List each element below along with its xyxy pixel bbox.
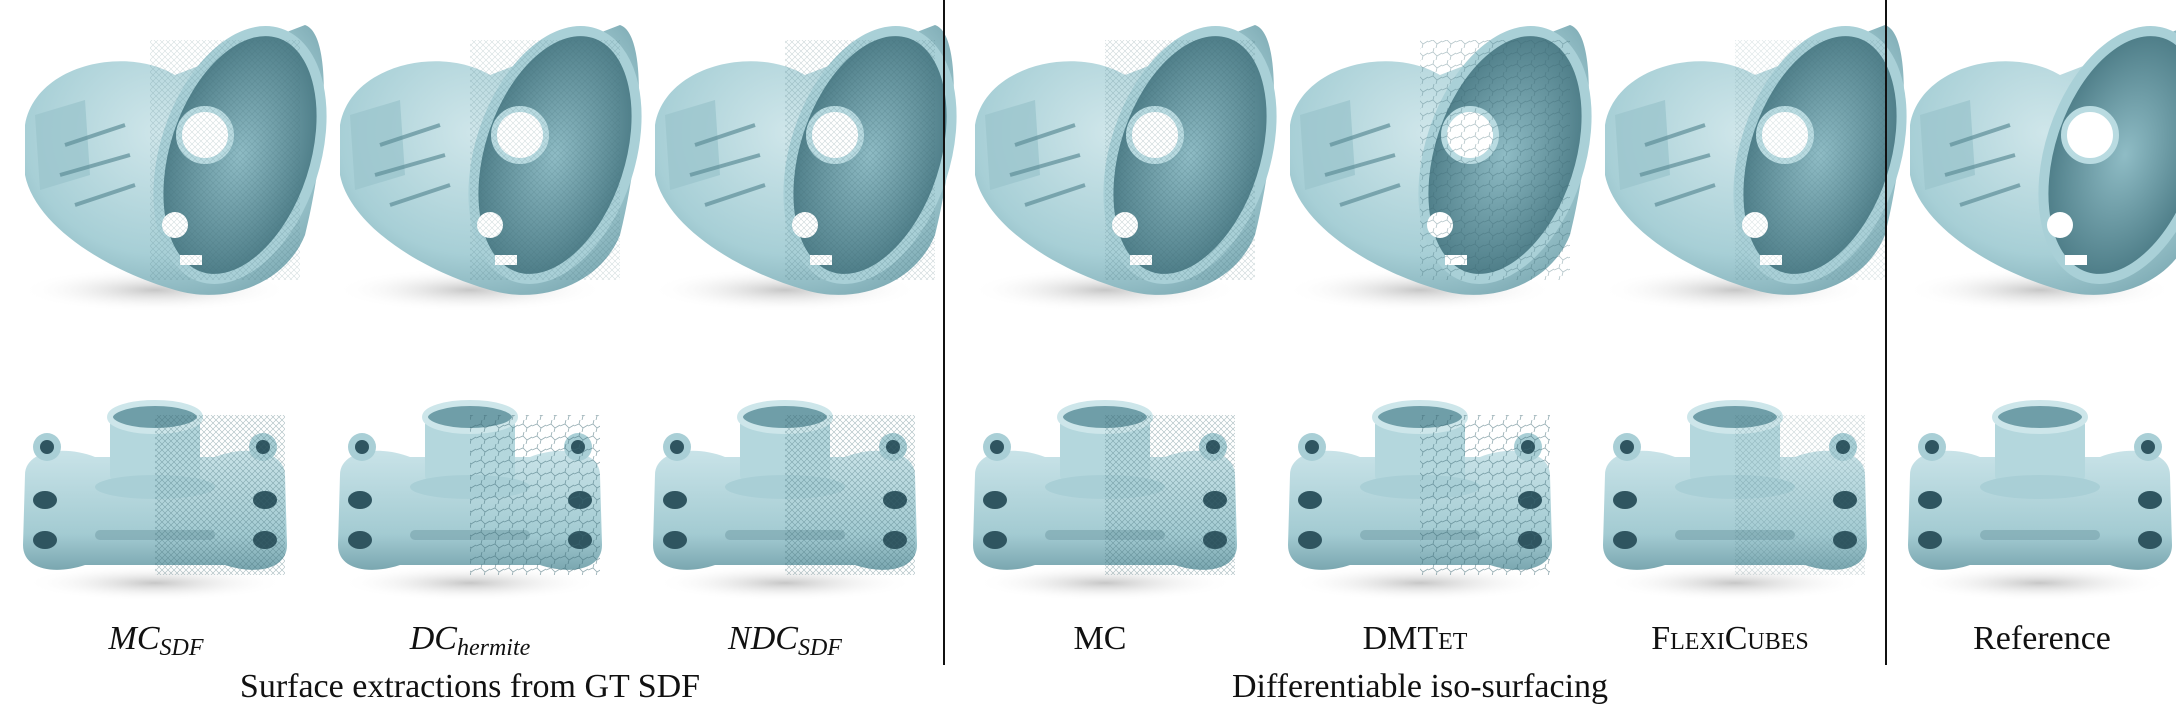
group-label-differentiable-iso-surfacing: Differentiable iso-surfacing: [1231, 668, 1609, 705]
bell-housing-flexicubes: [1600, 10, 1931, 312]
flange-dmtet: [1288, 403, 1552, 601]
flange-mc: [973, 403, 1237, 601]
flange-dc-hermite: [338, 403, 602, 601]
bell-housing-reference: [1905, 10, 2176, 312]
bell-housing-mc: [970, 10, 1301, 312]
bell-housing-mc-sdf: [20, 10, 351, 312]
bell-housing-dc-hermite: [335, 10, 666, 312]
label-dc-hermite: DChermite: [409, 620, 531, 661]
label-ndc-sdf: NDCSDF: [728, 620, 842, 661]
flange-reference: [1908, 403, 2172, 601]
divider-left: [943, 0, 945, 665]
label-dmtet: DMTet: [1362, 620, 1468, 657]
bell-housing-dmtet: [1285, 10, 1616, 312]
group-label-surface-extraction: Surface extractions from GT SDF: [239, 668, 701, 705]
divider-right: [1885, 0, 1887, 665]
label-reference: Reference: [1973, 620, 2111, 657]
flange-flexicubes: [1603, 403, 1867, 601]
flange-ndc-sdf: [653, 403, 917, 601]
label-flexicubes: FlexiCubes: [1651, 620, 1809, 657]
label-mc: MC: [1073, 620, 1127, 657]
bell-housing-ndc-sdf: [650, 10, 981, 312]
label-mc-sdf: MCSDF: [108, 620, 204, 661]
flange-mc-sdf: [23, 403, 287, 601]
